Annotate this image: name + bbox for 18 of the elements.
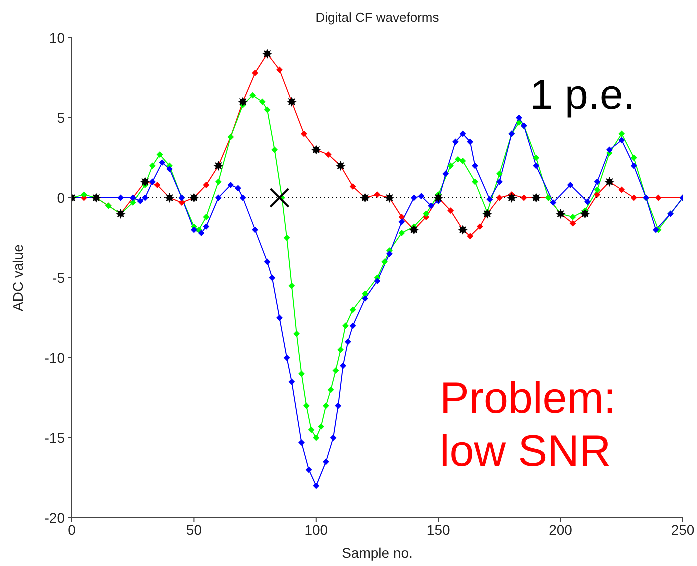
x-tick-label: 100 [304,522,328,538]
annotation: 1 p.e. [530,70,636,120]
y-tick-label: 10 [49,30,66,46]
y-axis-title: ADC value [10,244,26,312]
y-tick-label: 5 [57,110,66,126]
y-tick-label: -5 [52,270,66,286]
x-tick-label: 250 [671,522,695,538]
x-axis-title: Sample no. [342,545,413,561]
y-tick-label: -20 [44,510,66,526]
x-tick-label: 0 [68,522,76,538]
y-tick-label: 0 [57,190,66,206]
y-tick-label: -15 [44,430,66,446]
x-tick-label: 200 [549,522,573,538]
y-tick-label: -10 [44,350,66,366]
x-tick-label: 50 [186,522,202,538]
chart-title: Digital CF waveforms [316,10,440,25]
annotation: Problem: low SNR [440,373,618,478]
x-tick-label: 150 [426,522,450,538]
